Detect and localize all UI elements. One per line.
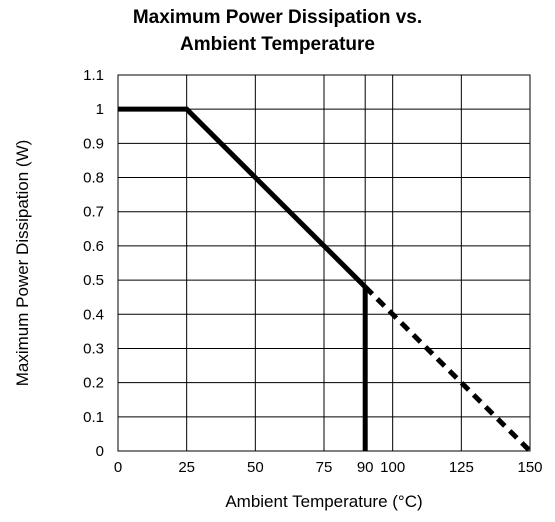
y-tick-label: 0.2 [83, 375, 104, 392]
y-tick-label: 0 [96, 443, 104, 460]
y-tick-label: 0.4 [83, 306, 104, 323]
y-tick-label: 0.7 [83, 204, 104, 221]
y-tick-label: 0.3 [83, 340, 104, 357]
y-tick-label: 0.6 [83, 238, 104, 255]
x-axis-label: Ambient Temperature (°C) [225, 492, 422, 511]
y-tick-label: 0.9 [83, 135, 104, 152]
y-tick-label: 0.5 [83, 272, 104, 289]
x-tick-label: 125 [449, 459, 474, 476]
tick-labels: 0 25 50 75 90 100 125 150 0 0.1 0.2 0.3 0.4 0.5 0.6 0.7… [83, 67, 542, 476]
y-axis-label: Maximum Power Dissipation (W) [13, 140, 32, 387]
x-tick-label: 50 [247, 459, 264, 476]
x-tick-label: 75 [316, 459, 333, 476]
y-tick-label: 1.1 [83, 67, 104, 84]
y-tick-label: 1 [96, 101, 104, 118]
grid-lines [118, 75, 530, 451]
x-tick-label: 90 [357, 459, 374, 476]
y-tick-label: 0.8 [83, 170, 104, 187]
x-tick-label: 150 [517, 459, 542, 476]
x-tick-label: 25 [178, 459, 195, 476]
x-tick-label: 0 [114, 459, 122, 476]
series-line-1 [118, 109, 365, 287]
x-tick-label: 100 [380, 459, 405, 476]
y-tick-label: 0.1 [83, 409, 104, 426]
series-line-3 [365, 287, 530, 451]
